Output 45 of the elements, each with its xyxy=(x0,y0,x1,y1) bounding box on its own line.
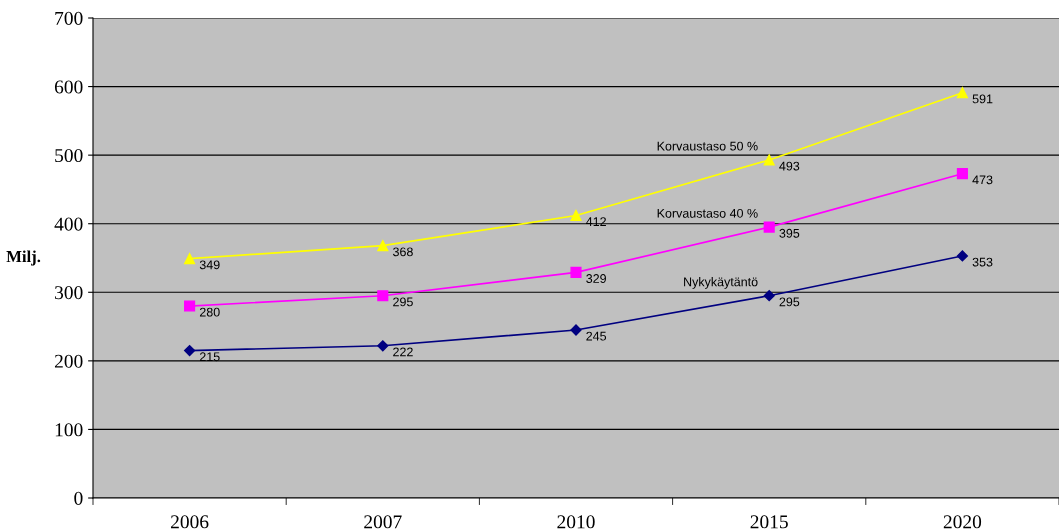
y-tick-label: 700 xyxy=(55,11,83,25)
y-tick-label: 600 xyxy=(54,80,83,94)
data-label: 353 xyxy=(972,257,993,267)
y-tick-label: 300 xyxy=(55,286,83,300)
x-tick-label: 2010 xyxy=(557,515,595,529)
series-label: Nykykäytäntö xyxy=(684,277,758,289)
data-label: 368 xyxy=(393,247,413,257)
y-tick-label: 400 xyxy=(54,217,83,231)
point xyxy=(763,290,775,302)
y-tick-label: 100 xyxy=(55,423,83,437)
data-label: 295 xyxy=(779,297,800,307)
x-tick-label: 2020 xyxy=(943,515,982,529)
x-tick-label: 2007 xyxy=(364,515,402,529)
point xyxy=(183,344,196,357)
data-label: 493 xyxy=(779,161,800,171)
y-tick-label: 0 xyxy=(74,491,83,505)
point xyxy=(956,168,968,180)
data-label: 215 xyxy=(199,352,220,362)
x-tick-label: 2006 xyxy=(171,515,209,529)
data-label: 280 xyxy=(199,307,220,317)
point xyxy=(570,266,582,278)
y-axis-title: Milj. xyxy=(6,250,41,266)
data-label: 473 xyxy=(972,175,993,185)
y-tick-label: 500 xyxy=(55,148,83,163)
data-label: 395 xyxy=(779,228,800,238)
point xyxy=(570,209,582,222)
series-label: Korvaustaso 50 % xyxy=(657,141,758,151)
point xyxy=(184,300,196,312)
point xyxy=(763,221,775,233)
point xyxy=(956,87,968,99)
data-label: 329 xyxy=(586,274,606,283)
data-label: 222 xyxy=(393,347,413,357)
data-label: 349 xyxy=(199,260,220,270)
y-tick-label: 200 xyxy=(54,354,83,368)
point xyxy=(763,154,775,166)
point xyxy=(956,250,969,262)
point xyxy=(377,240,389,252)
x-tick-label: 2015 xyxy=(750,515,788,529)
data-label: 591 xyxy=(972,94,993,104)
point xyxy=(377,340,389,352)
data-label: 295 xyxy=(393,297,413,307)
point xyxy=(377,290,389,302)
series-label: Korvaustaso 40 % xyxy=(657,208,758,218)
point xyxy=(184,253,196,265)
data-label: 245 xyxy=(586,331,607,341)
